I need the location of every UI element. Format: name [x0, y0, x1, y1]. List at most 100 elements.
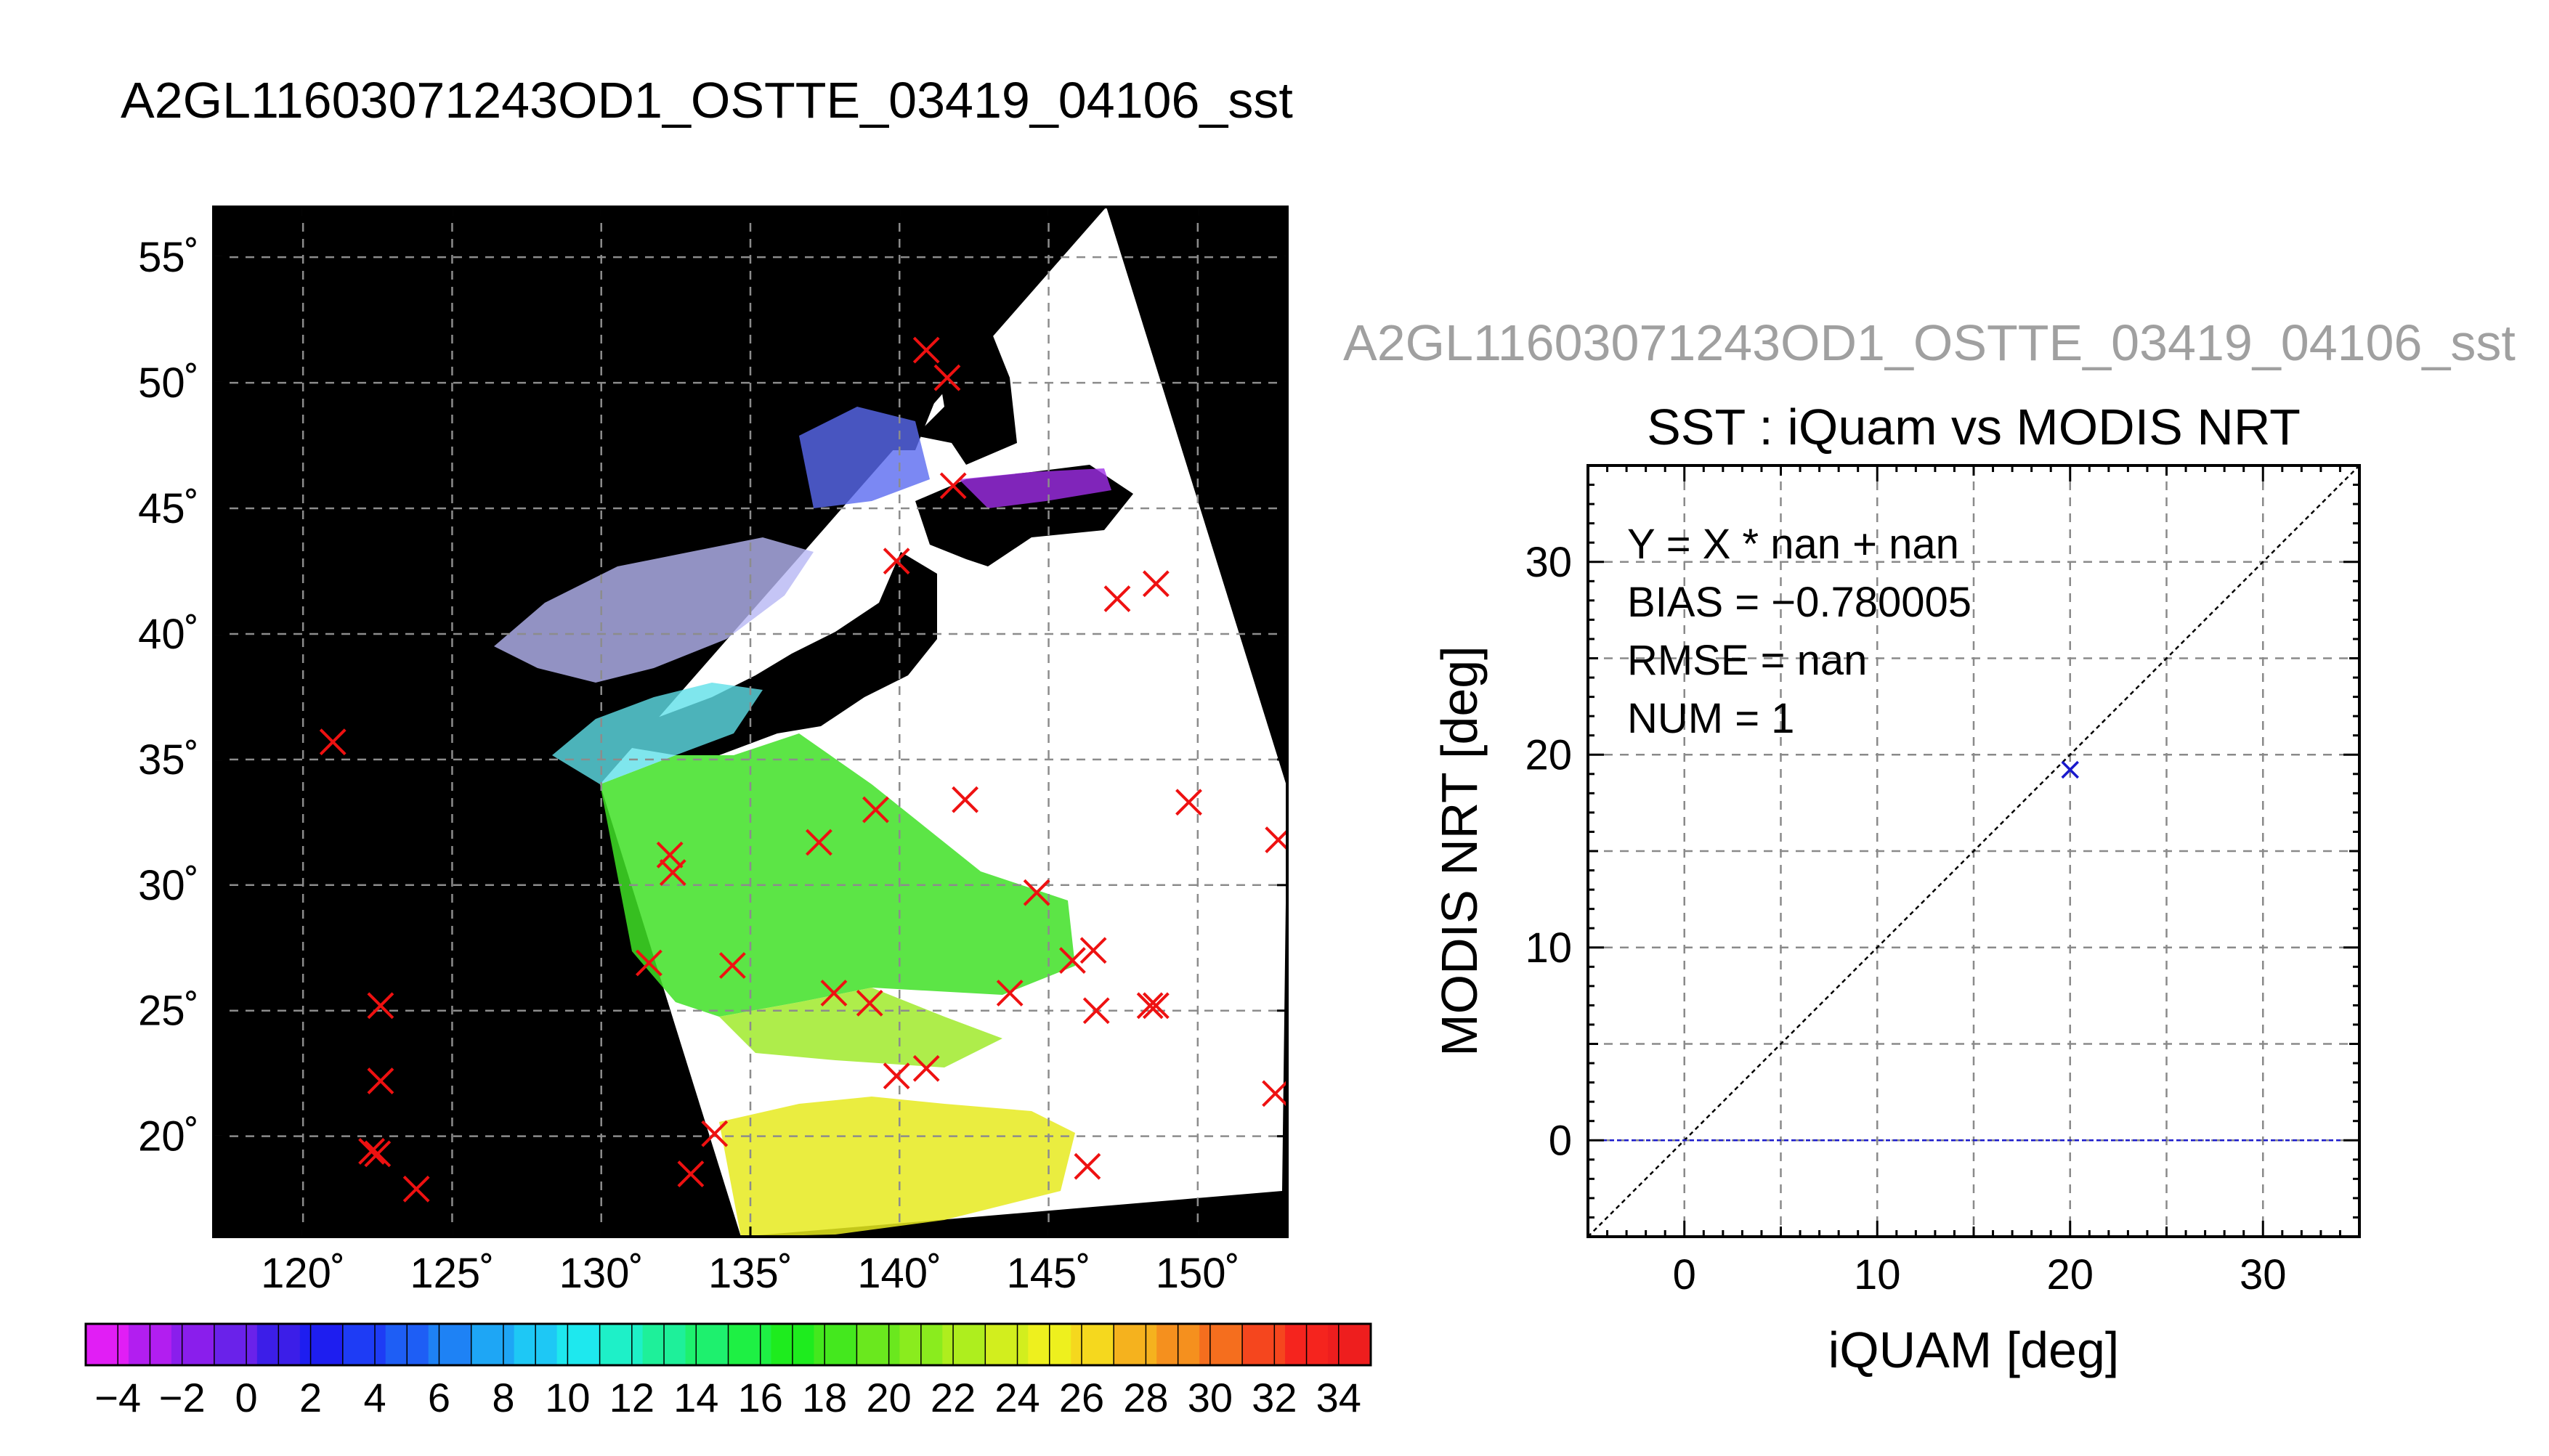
buoy-marker	[996, 980, 1024, 1006]
marker-stroke	[358, 1137, 386, 1165]
scatter-x-tick-label: 10	[1854, 1251, 1901, 1298]
colorbar-tick-label: 18	[802, 1375, 847, 1420]
colorbar-tick-label: 34	[1316, 1375, 1361, 1420]
scatter-y-axis-label: MODIS NRT [deg]	[1431, 646, 1488, 1056]
scatter-stats: Y = X * nan + nan BIAS = −0.780005 RMSE = …	[1627, 521, 1971, 742]
colorbar-segment	[471, 1324, 515, 1365]
marker-stroke	[677, 1160, 705, 1187]
marker-stroke	[367, 1067, 394, 1094]
buoy-marker	[1103, 585, 1131, 612]
buoy-marker	[364, 1140, 392, 1168]
sst-colorbar: −4 −2 0 2 4 6 8 10 12 14 16 18 20 22 24 26 28 30 32 34	[84, 1322, 1372, 1420]
map-y-tick-label: 30˚	[138, 862, 199, 909]
buoy-marker	[1023, 879, 1050, 906]
marker-stroke	[701, 1120, 729, 1147]
sst-map-panel: 120˚ 125˚ 130˚ 135˚ 140˚ 145˚ 150˚ 20˚ 25˚ 30˚ 35˚…	[138, 206, 1289, 1297]
colorbar-segment	[942, 1324, 986, 1365]
colorbar-segment	[985, 1324, 1029, 1365]
colorbar-segment	[728, 1324, 772, 1365]
marker-stroke	[1058, 947, 1086, 974]
stats-line: NUM = 1	[1627, 695, 1794, 742]
marker-stroke	[1142, 570, 1170, 598]
marker-stroke	[659, 859, 686, 886]
sst-band-violet	[959, 468, 1111, 508]
land-mass-sakhalin	[901, 261, 1017, 465]
buoy-marker	[912, 336, 940, 364]
sst-band-yellow	[719, 1097, 1075, 1237]
map-y-tick-label: 40˚	[138, 611, 199, 658]
marker-stroke	[364, 1140, 392, 1168]
marker-stroke	[883, 1062, 910, 1090]
buoy-marker	[718, 952, 746, 979]
scatter-x-tick-label: 0	[1673, 1251, 1696, 1298]
map-axes: 120˚ 125˚ 130˚ 135˚ 140˚ 145˚ 150˚ 20˚ 25˚ 30˚ 35˚…	[138, 207, 1287, 1297]
marker-stroke	[933, 364, 961, 391]
colorbar-tick-label: 10	[545, 1375, 590, 1420]
marker-stroke	[635, 949, 662, 977]
colorbar-segment	[1199, 1324, 1243, 1365]
sst-band-blue	[799, 407, 930, 508]
buoy-marker	[1142, 570, 1170, 598]
stats-line: RMSE = nan	[1627, 637, 1867, 684]
scatter-y-tick-label: 20	[1525, 731, 1572, 778]
buoy-marker	[1074, 1152, 1101, 1180]
buoy-marker	[701, 1120, 729, 1147]
scatter-point	[2061, 760, 2079, 779]
buoy-marker	[1058, 947, 1086, 974]
scatter-x-tick-label: 30	[2240, 1251, 2287, 1298]
colorbar-segment	[428, 1324, 472, 1365]
colorbar-tick-label: 14	[673, 1375, 718, 1420]
marker-stroke	[319, 728, 347, 756]
buoy-marker	[635, 949, 662, 977]
colorbar-segment	[171, 1324, 215, 1365]
colorbar-segment	[299, 1324, 344, 1365]
colorbar-tick-label: 30	[1188, 1375, 1233, 1420]
marker-stroke	[1079, 937, 1107, 964]
marker-stroke	[1082, 997, 1110, 1025]
stats-line: BIAS = −0.780005	[1627, 579, 1971, 626]
marker-stroke	[1175, 789, 1202, 816]
map-y-tick-label: 25˚	[138, 988, 199, 1035]
buoy-marker	[939, 472, 967, 500]
map-y-tick-label: 45˚	[138, 485, 199, 532]
buoy-marker	[952, 786, 979, 813]
scatter-x-tick-label: 20	[2046, 1251, 2094, 1298]
marker-stroke	[912, 336, 940, 364]
map-x-tick-label: 150˚	[1156, 1250, 1240, 1297]
marker-stroke	[806, 829, 832, 856]
scatter-y-tick-label: 10	[1525, 924, 1572, 972]
marker-stroke	[856, 989, 883, 1017]
buoy-marker	[677, 1160, 705, 1187]
colorbar-tick-label: 16	[738, 1375, 783, 1420]
marker-stroke	[1262, 1080, 1287, 1107]
scatter-header: A2GL11603071243OD1_OSTTE_03419_04106_sst	[1343, 314, 2516, 371]
marker-stroke	[1023, 879, 1050, 906]
identity-line	[1588, 465, 2359, 1237]
map-x-tick-label: 125˚	[410, 1250, 494, 1297]
marker-stroke	[2061, 760, 2079, 779]
marker-stroke	[996, 980, 1024, 1006]
colorbar-tick-label: 24	[994, 1375, 1040, 1420]
marker-stroke	[402, 1175, 430, 1203]
colorbar-tick-label: 28	[1123, 1375, 1168, 1420]
stats-line: Y = X * nan + nan	[1627, 521, 1959, 568]
marker-stroke	[1103, 585, 1131, 612]
colorbar-segment	[599, 1324, 644, 1365]
scatter-axes: 0 10 20 30 0 10 20 30	[1525, 465, 2359, 1298]
scatter-panel: A2GL11603071243OD1_OSTTE_03419_04106_sst…	[1343, 314, 2516, 1378]
buoy-marker	[862, 796, 889, 823]
buoy-marker	[1262, 1080, 1287, 1107]
buoy-marker	[820, 980, 848, 1006]
colorbar-segment	[1328, 1324, 1371, 1365]
sst-band-lime	[719, 988, 1002, 1067]
colorbar-segment	[342, 1324, 386, 1365]
buoy-marker	[1136, 992, 1164, 1020]
map-gridlines	[214, 207, 1287, 1237]
map-y-tick-label: 55˚	[138, 234, 199, 281]
colorbar-segment	[1071, 1324, 1114, 1365]
land-mass-asia	[214, 207, 944, 784]
marker-stroke	[718, 952, 746, 979]
map-x-tick-label: 120˚	[261, 1250, 345, 1297]
buoy-marker	[319, 728, 347, 756]
marker-stroke	[1074, 1152, 1101, 1180]
